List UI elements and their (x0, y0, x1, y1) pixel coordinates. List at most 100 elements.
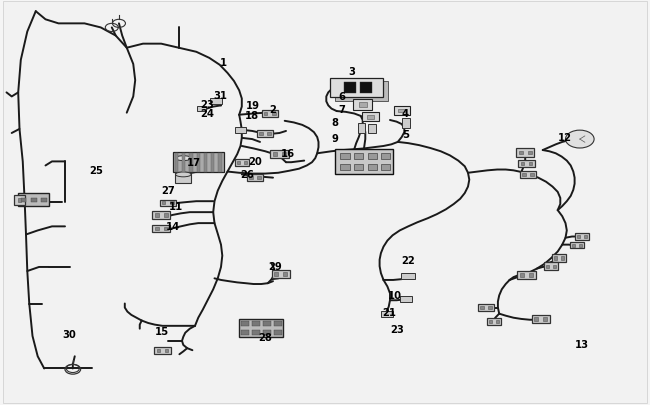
Bar (252, 330, 260, 335)
Text: 7: 7 (338, 105, 345, 115)
Bar (577, 236, 580, 238)
Bar (353, 100, 372, 111)
Bar (274, 273, 278, 276)
Bar (272, 113, 276, 116)
Bar (182, 153, 185, 172)
Bar (263, 321, 271, 326)
Bar (489, 320, 492, 324)
Bar (155, 214, 159, 217)
Bar (259, 133, 263, 136)
Bar (152, 225, 170, 232)
Text: 13: 13 (575, 339, 589, 349)
Bar (400, 296, 412, 302)
Bar (240, 330, 249, 335)
Bar (381, 153, 390, 160)
Bar (528, 151, 532, 155)
Bar (164, 214, 168, 217)
Bar (521, 162, 524, 166)
Bar (273, 153, 277, 156)
Bar (270, 151, 289, 159)
Bar (239, 319, 283, 337)
Bar (31, 198, 36, 202)
Bar (358, 124, 365, 134)
Bar (570, 243, 584, 249)
Ellipse shape (176, 173, 191, 177)
Text: 22: 22 (402, 255, 415, 265)
Bar (359, 103, 367, 107)
Bar (579, 245, 582, 247)
Bar (496, 320, 499, 324)
Bar (173, 153, 224, 173)
Bar (18, 194, 49, 207)
Text: 9: 9 (332, 134, 339, 143)
Text: 28: 28 (259, 332, 272, 342)
Bar (478, 304, 495, 311)
Bar (544, 263, 558, 270)
Bar (335, 149, 393, 175)
Bar (517, 271, 536, 279)
Bar (160, 200, 176, 207)
Bar (189, 153, 192, 172)
Text: 14: 14 (166, 222, 180, 232)
Bar (575, 234, 589, 240)
Bar (210, 99, 222, 105)
Bar (401, 273, 415, 279)
Bar (14, 196, 25, 206)
Text: 3: 3 (348, 67, 356, 77)
Text: 2: 2 (270, 104, 277, 114)
Bar (196, 107, 207, 112)
Text: 10: 10 (387, 291, 402, 301)
Bar (335, 82, 388, 101)
Bar (363, 113, 378, 122)
Bar (211, 153, 214, 172)
Bar (543, 318, 547, 321)
Bar (368, 153, 377, 160)
Text: 5: 5 (402, 130, 409, 139)
Bar (561, 257, 564, 260)
Bar (341, 164, 350, 171)
Text: 11: 11 (169, 202, 183, 211)
Bar (522, 173, 525, 177)
Text: 24: 24 (200, 109, 214, 119)
Bar (252, 321, 260, 326)
Bar (261, 111, 278, 118)
Bar (546, 265, 549, 268)
Text: 30: 30 (62, 330, 76, 339)
Bar (552, 255, 566, 262)
Bar (398, 110, 405, 113)
Bar (157, 349, 161, 352)
Bar (354, 153, 363, 160)
Bar (344, 83, 356, 94)
Text: 18: 18 (244, 111, 259, 121)
Bar (152, 212, 170, 219)
Bar (529, 162, 532, 166)
Bar (18, 198, 21, 203)
Bar (520, 171, 536, 179)
Bar (534, 318, 538, 321)
Text: 26: 26 (240, 169, 254, 179)
Bar (368, 164, 377, 171)
Bar (42, 198, 47, 202)
Bar (394, 107, 410, 116)
Bar (520, 274, 524, 277)
Bar (237, 161, 240, 164)
Bar (218, 153, 222, 172)
Text: 20: 20 (248, 157, 262, 167)
Text: 31: 31 (213, 91, 228, 100)
Bar (330, 79, 383, 98)
Text: 21: 21 (382, 307, 396, 317)
Text: 6: 6 (338, 92, 345, 101)
Bar (235, 159, 249, 166)
Bar (529, 274, 533, 277)
Bar (368, 124, 376, 133)
Bar (235, 128, 246, 133)
Text: 8: 8 (332, 117, 339, 127)
Bar (21, 198, 26, 202)
Bar (274, 330, 282, 335)
Bar (341, 153, 350, 160)
Text: 25: 25 (90, 166, 103, 176)
Text: 4: 4 (402, 109, 409, 118)
Text: 27: 27 (161, 185, 175, 195)
Bar (381, 311, 393, 317)
Bar (402, 118, 410, 128)
